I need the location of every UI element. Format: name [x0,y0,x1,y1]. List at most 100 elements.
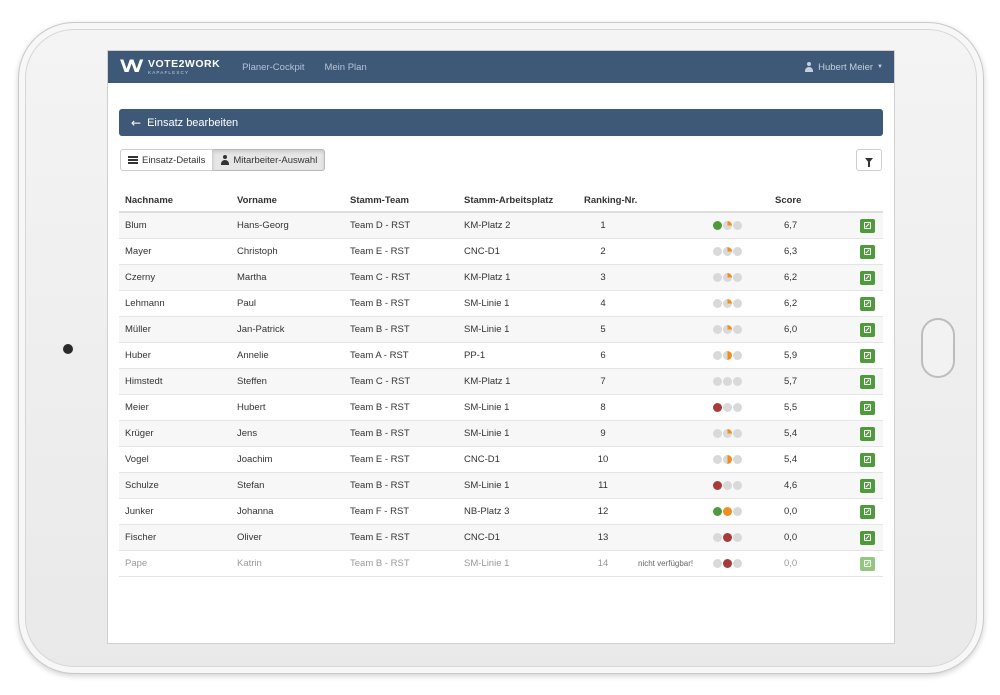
edit-button[interactable] [860,296,875,311]
status-indicators [713,221,742,230]
edit-cell [860,452,875,467]
table-row[interactable]: Junker Johanna Team F - RST NB-Platz 3 12 0,0 [119,499,883,525]
status-dot-icon [733,247,742,256]
edit-button[interactable] [860,400,875,415]
cell-score: 6,2 [784,298,798,309]
edit-cell [860,478,875,493]
cell-score: 0,0 [784,532,798,543]
brand-name: VOTE2WORK [148,58,221,70]
cell-vorname: Paul [237,298,257,309]
edit-cell [860,348,875,363]
edit-button[interactable] [860,452,875,467]
status-dot-icon [713,533,722,542]
panel-header[interactable]: ← Einsatz bearbeiten [119,109,883,136]
table-body: Blum Hans-Georg Team D - RST KM-Platz 2 1 6,7… [119,213,883,577]
cell-vorname: Stefan [237,480,265,491]
status-dot-icon [713,221,722,230]
cell-stamm-arbeitsplatz: CNC-D1 [464,454,500,465]
tab-label: Mitarbeiter-Auswahl [233,154,318,166]
status-dot-icon [723,403,732,412]
table-row[interactable]: Fischer Oliver Team E - RST CNC-D1 13 0,0 [119,525,883,551]
tab-einsatz-details[interactable]: Einsatz-Details [120,149,214,171]
table-row[interactable]: Czerny Martha Team C - RST KM-Platz 1 3 6,2 [119,265,883,291]
cell-score: 5,9 [784,350,798,361]
user-menu[interactable]: Hubert Meier ▼ [804,62,883,73]
table-row[interactable]: Meier Hubert Team B - RST SM-Linie 1 8 5,5 [119,395,883,421]
employee-table: Nachname Vorname Stamm-Team Stamm-Arbeit… [119,189,883,577]
table-row[interactable]: Lehmann Paul Team B - RST SM-Linie 1 4 6,2 [119,291,883,317]
filter-button[interactable] [856,149,882,171]
status-dot-icon [723,481,732,490]
status-dot-icon [713,273,722,282]
status-indicators [713,377,742,386]
status-dot-icon [723,247,732,256]
table-row[interactable]: Huber Annelie Team A - RST PP-1 6 5,9 [119,343,883,369]
status-indicators [713,533,742,542]
status-dot-icon [733,325,742,334]
status-dot-icon [733,481,742,490]
cell-stamm-team: Team B - RST [350,298,410,309]
table-row[interactable]: Schulze Stefan Team B - RST SM-Linie 1 11 4,6 [119,473,883,499]
cell-ranking-nr: 12 [597,506,609,517]
cell-score: 6,2 [784,272,798,283]
arrow-left-icon[interactable]: ← [131,115,142,130]
brand-logo[interactable]: VV VOTE2WORK KAPAFLEXCY [120,58,220,76]
table-row[interactable]: Pape Katrin Team B - RST SM-Linie 1 14 nicht … [119,551,883,577]
edit-button[interactable] [860,374,875,389]
edit-button[interactable] [860,218,875,233]
table-row[interactable]: Vogel Joachim Team E - RST CNC-D1 10 5,4 [119,447,883,473]
header-stamm-team[interactable]: Stamm-Team [350,194,409,206]
table-row[interactable]: Müller Jan-Patrick Team B - RST SM-Linie 1 5… [119,317,883,343]
header-stamm-arbeitsplatz[interactable]: Stamm-Arbeitsplatz [464,194,554,206]
cell-nachname: Lehmann [125,298,165,309]
cell-stamm-arbeitsplatz: SM-Linie 1 [464,324,510,335]
edit-button[interactable] [860,504,875,519]
top-navbar: VV VOTE2WORK KAPAFLEXCY Planer-Cockpit M… [108,51,894,83]
status-indicators [713,403,742,412]
edit-cell [860,296,875,311]
status-indicators [713,455,742,464]
cell-nachname: Himstedt [125,376,163,387]
cell-nachname: Pape [125,558,148,569]
status-dot-icon [713,325,722,334]
status-dot-icon [723,533,732,542]
edit-button[interactable] [860,244,875,259]
brand-tagline: KAPAFLEXCY [148,69,190,75]
edit-button[interactable] [860,348,875,363]
home-button[interactable] [921,318,955,378]
header-score[interactable]: Score [775,194,802,206]
cell-stamm-arbeitsplatz: CNC-D1 [464,532,500,543]
cell-stamm-team: Team B - RST [350,402,410,413]
edit-cell [860,556,875,571]
tab-group: Einsatz-Details Mitarbeiter-Auswahl [120,149,326,171]
edit-button[interactable] [860,426,875,441]
nav-link-mein-plan[interactable]: Mein Plan [324,61,367,73]
status-indicators [713,299,742,308]
nav-link-planer-cockpit[interactable]: Planer-Cockpit [242,61,305,73]
tab-mitarbeiter-auswahl[interactable]: Mitarbeiter-Auswahl [213,149,326,171]
cell-ranking-nr: 10 [597,454,609,465]
cell-score: 5,4 [784,428,798,439]
header-nachname[interactable]: Nachname [125,194,174,206]
table-row[interactable]: Himstedt Steffen Team C - RST KM-Platz 1 7 5,… [119,369,883,395]
header-vorname[interactable]: Vorname [237,194,277,206]
edit-icon [864,300,871,307]
edit-button[interactable] [860,556,875,571]
table-row[interactable]: Blum Hans-Georg Team D - RST KM-Platz 2 1 6,7 [119,213,883,239]
cell-ranking-nr: 13 [597,532,609,543]
edit-button[interactable] [860,270,875,285]
header-ranking-nr[interactable]: Ranking-Nr. [584,194,638,206]
cell-vorname: Martha [237,272,267,283]
cell-ranking-nr: 6 [600,350,606,361]
person-icon [220,155,229,165]
table-row[interactable]: Krüger Jens Team B - RST SM-Linie 1 9 5,4 [119,421,883,447]
table-header: Nachname Vorname Stamm-Team Stamm-Arbeit… [119,189,883,213]
status-dot-icon [723,351,732,360]
edit-cell [860,530,875,545]
table-row[interactable]: Mayer Christoph Team E - RST CNC-D1 2 6,3 [119,239,883,265]
edit-button[interactable] [860,322,875,337]
edit-button[interactable] [860,478,875,493]
edit-button[interactable] [860,530,875,545]
cell-vorname: Christoph [237,246,278,257]
cell-stamm-arbeitsplatz: KM-Platz 2 [464,220,511,231]
